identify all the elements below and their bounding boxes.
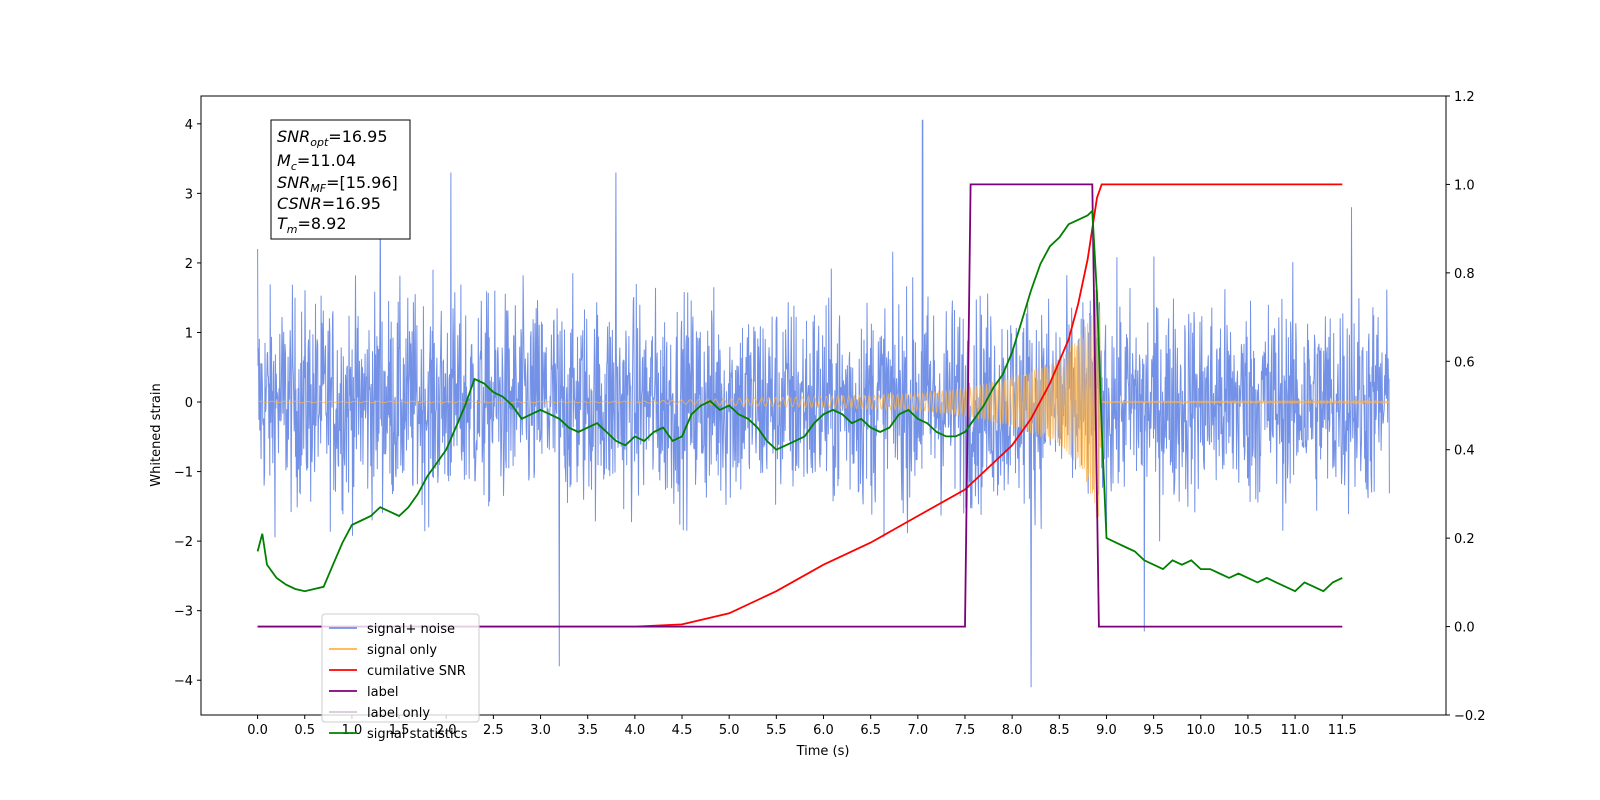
x-tick-label: 8.0 — [1002, 723, 1023, 738]
y-tick-label-right: −0.2 — [1454, 709, 1486, 724]
x-tick-label: 4.0 — [625, 723, 646, 738]
y-tick-label-right: 0.0 — [1454, 621, 1475, 636]
x-tick-label: 11.0 — [1281, 723, 1310, 738]
x-tick-label: 0.0 — [247, 723, 268, 738]
legend-label: signal statistics — [367, 727, 468, 742]
info-tm: =8.92 — [298, 214, 347, 233]
x-tick-label: 2.0 — [436, 723, 457, 738]
y-tick-label-right: 0.2 — [1454, 532, 1475, 547]
axes-layer: 0.0 0.5 1.0 1.5 2.0 2.5 3.0 3.5 4.0 4.5 5.0 5.5 6.0 6… — [174, 90, 1486, 738]
x-tick-label: 5.5 — [766, 723, 787, 738]
legend-label: signal+ noise — [367, 622, 455, 637]
series-signal-only — [257, 290, 1390, 518]
x-axis-label: Time (s) — [796, 744, 850, 759]
x-tick-label: 6.0 — [813, 723, 834, 738]
series-cumulative-snr — [257, 183, 1343, 628]
x-tick-label: 5.0 — [719, 723, 740, 738]
x-tick-label: 6.5 — [860, 723, 881, 738]
y-tick-label-left: −3 — [174, 605, 193, 620]
y-tick-label-left: −4 — [174, 674, 193, 689]
svg-text:Mc=11.04: Mc=11.04 — [277, 151, 356, 173]
y-tick-label-right: 1.0 — [1454, 178, 1475, 193]
x-tick-label: 2.5 — [483, 723, 504, 738]
series-signal-statistics — [256, 209, 1343, 593]
y-tick-label-right: 0.6 — [1454, 355, 1475, 370]
x-tick-label: 11.5 — [1328, 723, 1357, 738]
y-tick-label-left: 4 — [185, 118, 193, 133]
series-layer — [256, 119, 1390, 688]
svg-text:SNRopt=16.95: SNRopt=16.95 — [277, 127, 388, 149]
info-csnr: =16.95 — [322, 194, 381, 213]
y-axis-label-left: Whitened strain — [149, 383, 164, 486]
y-tick-label-left: −2 — [174, 535, 193, 550]
x-tick-label: 9.0 — [1096, 723, 1117, 738]
info-snr-mf: =[15.96] — [326, 173, 398, 192]
y-tick-label-left: 1 — [185, 326, 193, 341]
y-tick-label-left: 2 — [185, 257, 193, 272]
svg-text:SNRMF=[15.96]: SNRMF=[15.96] — [277, 173, 398, 195]
info-snr-opt: =16.95 — [328, 127, 387, 146]
svg-text:Tm=8.92: Tm=8.92 — [277, 214, 347, 236]
y-tick-label-left: −1 — [174, 466, 193, 481]
info-box: SNRopt=16.95 Mc=11.04 SNRMF=[15.96] CSNR… — [270, 119, 411, 240]
x-tick-label: 10.5 — [1233, 723, 1262, 738]
y-tick-label-right: 1.2 — [1454, 90, 1475, 105]
x-tick-label: 3.5 — [577, 723, 598, 738]
x-tick-label: 1.0 — [342, 723, 363, 738]
series-signal-noise — [257, 119, 1390, 688]
legend-label: label only — [367, 706, 430, 721]
x-tick-label: 9.5 — [1143, 723, 1164, 738]
x-tick-label: 10.0 — [1186, 723, 1215, 738]
x-tick-label: 7.0 — [907, 723, 928, 738]
legend-label: label — [367, 685, 398, 700]
y-tick-label-left: 3 — [185, 187, 193, 202]
series-label — [257, 183, 1343, 628]
x-tick-label: 0.5 — [294, 723, 315, 738]
y-tick-label-right: 0.4 — [1454, 444, 1475, 459]
x-tick-label: 3.0 — [530, 723, 551, 738]
legend-label: cumilative SNR — [367, 664, 466, 679]
x-tick-label: 1.5 — [389, 723, 410, 738]
y-tick-label-right: 0.8 — [1454, 267, 1475, 282]
legend: signal+ noise signal only cumilative SNR la… — [321, 613, 480, 742]
info-mc: =11.04 — [297, 151, 356, 170]
legend-label: signal only — [367, 643, 437, 658]
x-tick-label: 7.5 — [955, 723, 976, 738]
y-tick-label-left: 0 — [185, 396, 193, 411]
x-tick-label: 8.5 — [1049, 723, 1070, 738]
x-tick-label: 4.5 — [672, 723, 693, 738]
svg-text:CSNR=16.95: CSNR=16.95 — [277, 194, 381, 213]
